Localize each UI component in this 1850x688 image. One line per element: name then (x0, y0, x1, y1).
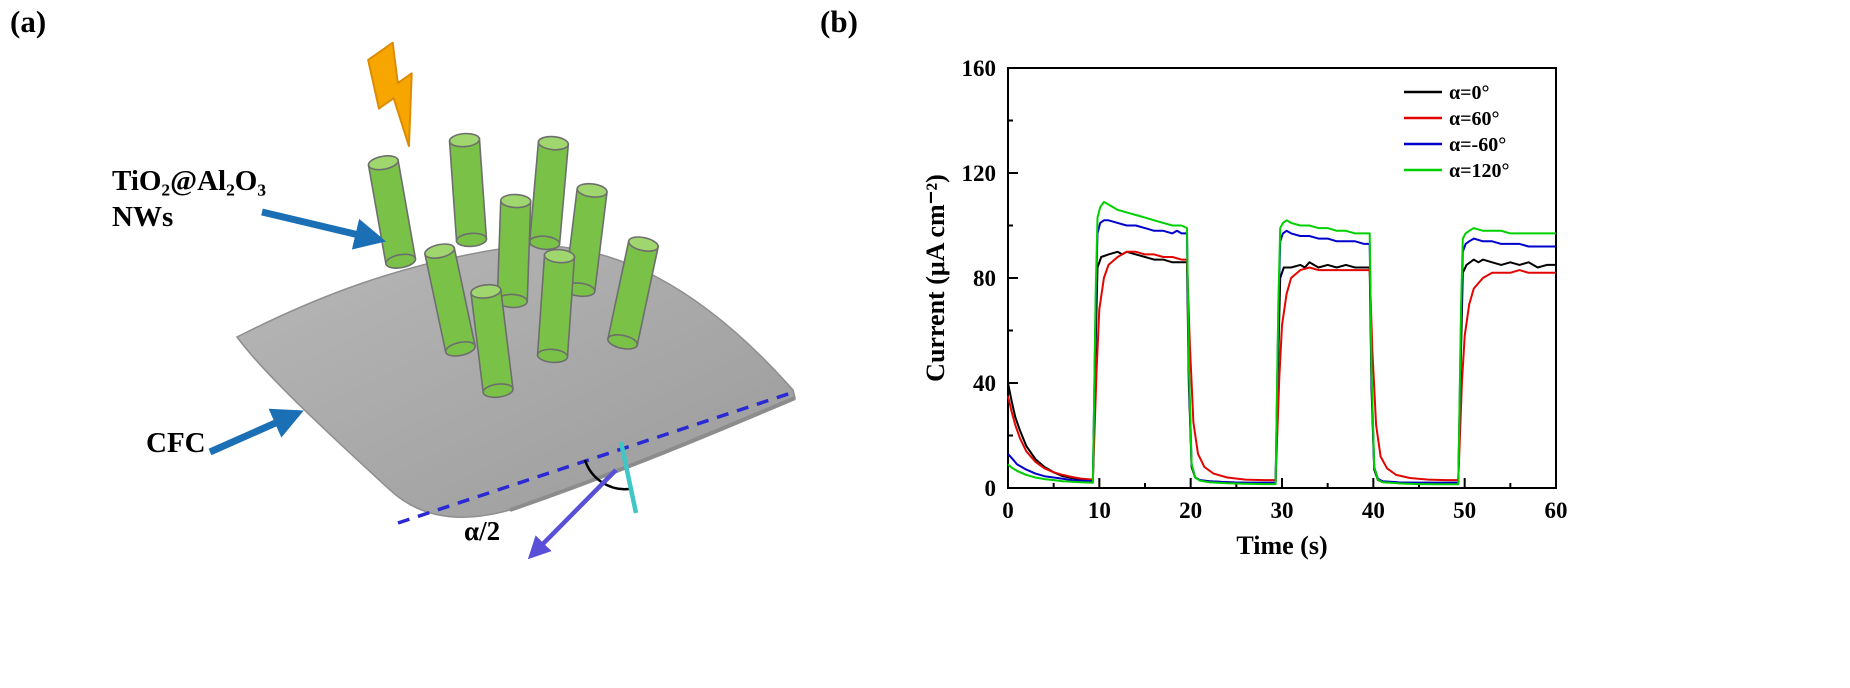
nanowire-top-cap (470, 283, 502, 299)
bend-angle-label: α/2 (464, 516, 500, 546)
nanowire-body (367, 159, 417, 265)
x-tick-label: 20 (1179, 498, 1202, 523)
nanowire (448, 132, 488, 248)
x-tick-label: 0 (1002, 498, 1014, 523)
series-line-α=0° (1007, 250, 1556, 484)
nanowire-top-cap (543, 248, 576, 264)
nanowire (367, 155, 417, 269)
nanowire-top-cap (424, 243, 456, 259)
bend-axis-dashed-line (397, 390, 795, 525)
x-tick-label: 50 (1453, 498, 1476, 523)
x-axis-title: Time (s) (1236, 531, 1327, 560)
nanowire (528, 135, 570, 251)
legend-label: α=60° (1449, 108, 1500, 130)
x-tick-label: 30 (1271, 498, 1294, 523)
nanowire (564, 182, 608, 298)
nanowire-body (448, 138, 488, 242)
nanowire-bottom-cap (536, 348, 569, 364)
y-tick-label: 80 (973, 266, 996, 291)
nanowire-top-cap (576, 182, 608, 198)
nanowire (606, 236, 660, 350)
nanowire-bottom-cap (455, 232, 488, 248)
cfc-sheet-edge (509, 396, 796, 512)
nanowire-top-cap (367, 155, 399, 171)
x-tick-label: 60 (1545, 498, 1568, 523)
y-tick-label: 0 (985, 476, 997, 501)
panel-a-label: (a) (10, 4, 47, 39)
nw-label-line1: TiO₂@Al₂O₃ (112, 165, 266, 197)
y-axis-title: Current (μA cm⁻²) (921, 174, 950, 382)
nanowire-top-cap (448, 132, 481, 148)
legend-label: α=0° (1449, 82, 1490, 104)
nanowire-top-cap (537, 135, 570, 151)
cfc-label: CFC (146, 427, 206, 459)
y-tick-label: 160 (962, 56, 997, 81)
panel-b-label: (b) (820, 4, 858, 39)
nanowire-body (496, 199, 532, 303)
series-line-α=120° (1007, 200, 1556, 486)
legend-label: α=120° (1449, 160, 1510, 182)
y-tick-label: 120 (962, 161, 997, 186)
nanowire (423, 243, 477, 357)
plot-frame (1007, 67, 1557, 489)
nanowire-body (528, 141, 570, 245)
nanowire-top-cap (627, 236, 659, 252)
nanowire-body (536, 254, 576, 358)
x-tick-label: 40 (1362, 498, 1385, 523)
bend-direction-arrow (527, 468, 618, 560)
nanowire-bottom-cap (444, 341, 476, 357)
legend-label: α=-60° (1449, 134, 1506, 156)
nanowire (496, 193, 532, 309)
nanowire-bottom-cap (607, 334, 639, 350)
normal-line (618, 441, 639, 514)
photocurrent-chart: 0 10 20 30 40 50 60 0 40 80 120 160 Time (s) Current … (921, 56, 1568, 560)
nanowire-bottom-cap (482, 383, 514, 399)
nw-label-arrow (261, 208, 387, 250)
x-tick-label: 10 (1088, 498, 1111, 523)
nw-label-line2: NWs (112, 201, 173, 233)
lightning-bolt-icon (367, 41, 413, 148)
series-line-α=60° (1007, 250, 1556, 482)
nanowire-bottom-cap (385, 253, 417, 269)
y-tick-label: 40 (973, 371, 996, 396)
nanowires-group (367, 132, 660, 399)
nanowire (536, 248, 576, 364)
nanowire-top-cap (499, 193, 532, 209)
nanowire (470, 283, 514, 399)
cfc-label-arrow (208, 408, 304, 456)
schematic-diagram: TiO₂@Al₂O₃ NWs CFC α/2 (112, 41, 796, 560)
